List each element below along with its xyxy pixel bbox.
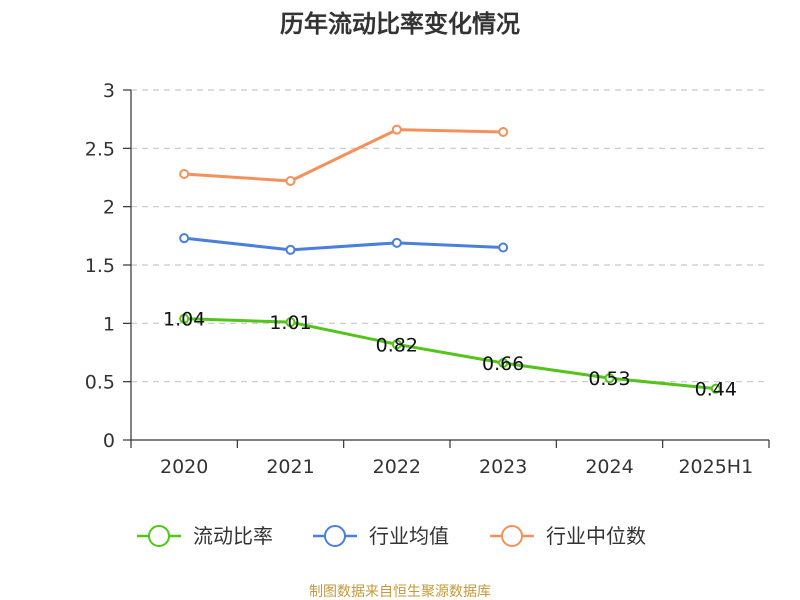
x-tick-label: 2025H1 <box>678 456 753 478</box>
data-label: 0.66 <box>482 353 524 375</box>
legend-label: 流动比率 <box>193 524 273 548</box>
x-tick-label: 2023 <box>479 456 527 478</box>
series-line <box>184 317 716 391</box>
legend: 流动比率 行业均值 行业中位数 <box>137 524 646 548</box>
x-tick-label: 2024 <box>585 456 633 478</box>
data-point <box>498 127 509 137</box>
data-point <box>498 358 509 368</box>
y-tick-label: 2.5 <box>85 138 115 160</box>
y-tick-label: 1.5 <box>85 255 115 277</box>
data-point <box>391 339 402 350</box>
data-labels: 1.04 1.01 0.82 0.66 0.53 0.44 <box>163 309 737 401</box>
data-point <box>179 169 190 179</box>
data-point <box>604 373 615 384</box>
data-point <box>498 242 509 253</box>
data-point <box>391 237 402 248</box>
y-tick-label: 2 <box>103 197 115 219</box>
legend-label: 行业中位数 <box>546 524 646 548</box>
y-tick-label: 3 <box>103 80 115 102</box>
data-point <box>285 317 296 328</box>
legend-marker <box>501 525 523 547</box>
data-point <box>179 313 190 324</box>
chart-title: 历年流动比率变化情况 <box>280 10 520 38</box>
data-point <box>710 383 721 394</box>
data-label: 0.53 <box>588 368 630 390</box>
y-tick-label: 0.5 <box>85 372 115 394</box>
legend-marker <box>324 525 346 547</box>
legend-label: 行业均值 <box>369 524 449 548</box>
series-layer <box>179 124 721 394</box>
data-label: 1.04 <box>163 309 205 331</box>
legend-marker <box>148 525 170 547</box>
x-tick-label: 2020 <box>160 456 208 478</box>
grid-lines <box>131 89 769 383</box>
data-point <box>285 244 296 255</box>
data-point <box>391 124 402 135</box>
x-tick-label: 2021 <box>266 456 314 478</box>
data-label: 0.82 <box>376 334 418 356</box>
data-point <box>179 233 190 244</box>
data-label: 1.01 <box>269 312 311 334</box>
axes: 0 0.5 1 1.5 2 2.5 3 2020 2021 2022 2023 2024 2025H1 <box>85 80 770 478</box>
series-line <box>184 236 504 252</box>
data-label: 0.44 <box>695 379 737 401</box>
y-tick-label: 0 <box>103 430 115 452</box>
y-tick-label: 1 <box>103 313 115 335</box>
series-line <box>184 128 504 183</box>
x-tick-label: 2022 <box>373 456 421 478</box>
data-point <box>285 176 296 186</box>
source-note: 制图数据来自恒生聚源数据库 <box>309 584 491 600</box>
